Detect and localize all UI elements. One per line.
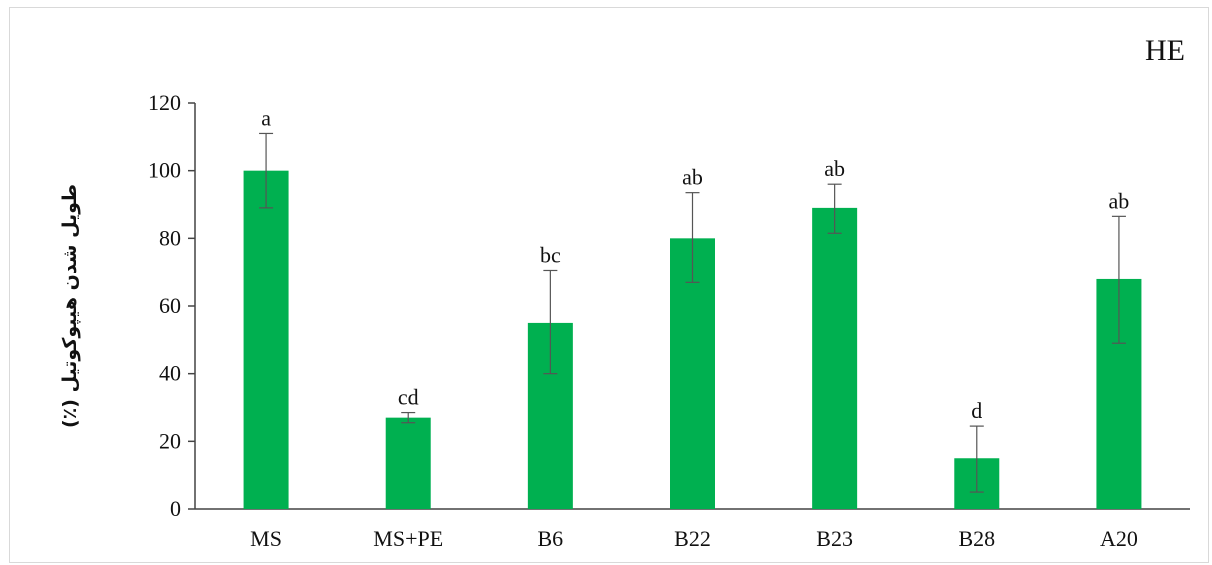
significance-letter: ab (682, 165, 703, 190)
x-tick-label: A20 (1100, 526, 1138, 551)
x-tick-label: B23 (816, 526, 853, 551)
y-tick-label: 80 (159, 225, 181, 250)
bar-b23 (812, 207, 858, 509)
y-tick-label: 60 (159, 293, 181, 318)
x-tick-label: B6 (538, 526, 564, 551)
x-tick-label: MS (250, 526, 282, 551)
bar-ms-pe (385, 417, 431, 509)
x-tick-label: B28 (958, 526, 995, 551)
y-tick-label: 20 (159, 428, 181, 453)
y-tick-label: 100 (148, 158, 181, 183)
y-axis-label: طویل شدن هیپوکوتیل (٪) (59, 184, 81, 428)
chart-frame (9, 7, 1209, 563)
y-tick-label: 40 (159, 361, 181, 386)
significance-letter: d (971, 398, 982, 423)
plot-area: 0 20 40 60 80 100 120 a MS cd MS+PE bc B6 ab B22 ab B23 d… (148, 90, 1190, 551)
significance-letter: ab (824, 156, 845, 181)
bar-ms (243, 170, 289, 509)
y-tick-label: 0 (170, 496, 181, 521)
y-tick-label: 120 (148, 90, 181, 115)
significance-letter: a (261, 105, 271, 130)
chart-title: HE (1145, 34, 1185, 67)
significance-letter: bc (540, 242, 561, 267)
x-tick-label: B22 (674, 526, 711, 551)
x-tick-label: MS+PE (373, 526, 443, 551)
significance-letter: ab (1109, 188, 1130, 213)
bar-b22 (670, 238, 715, 510)
significance-letter: cd (398, 385, 419, 410)
